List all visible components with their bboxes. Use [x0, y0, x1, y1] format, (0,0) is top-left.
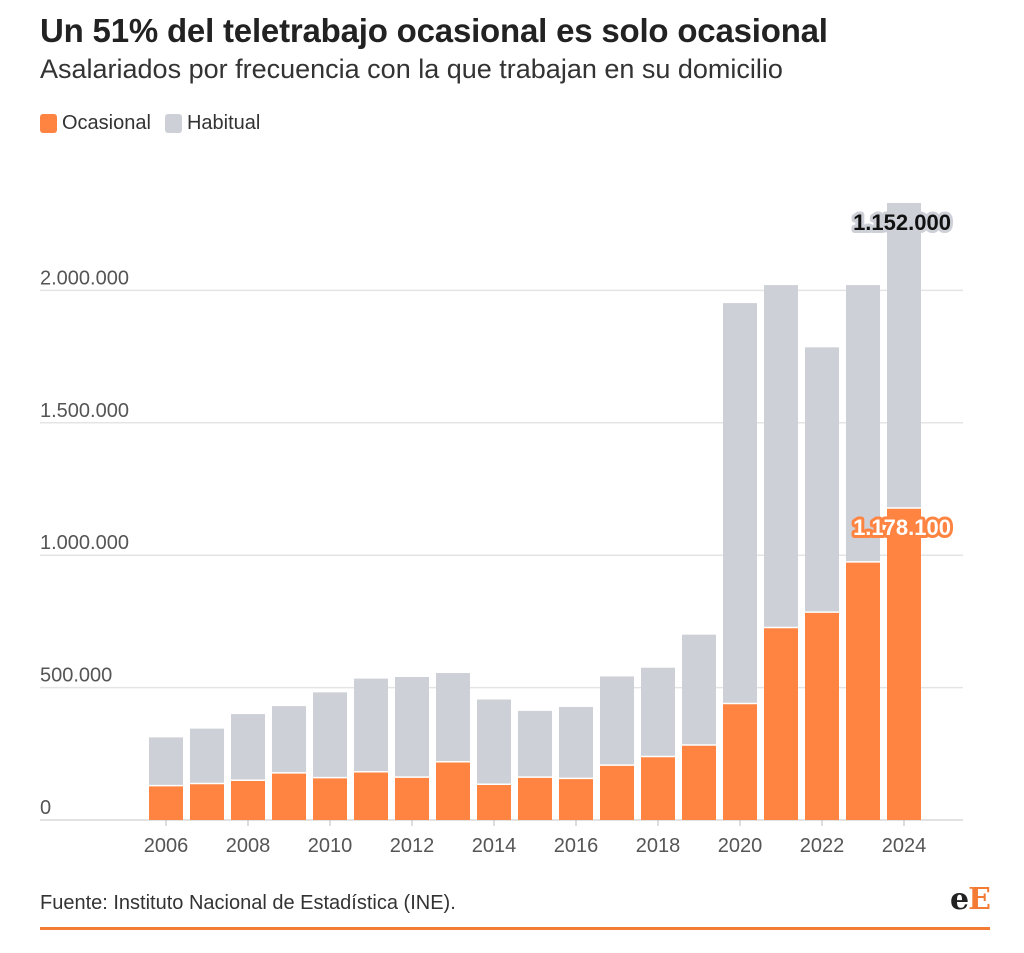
x-tick-label: 2010	[308, 835, 353, 857]
x-tick-label: 2008	[226, 835, 271, 857]
legend-label-ocasional: Ocasional	[62, 112, 151, 134]
bar-ocasional	[149, 785, 183, 820]
x-tick-label: 2018	[636, 835, 681, 857]
x-tick-label: 2024	[882, 835, 927, 857]
bar-habitual	[846, 285, 880, 562]
bar-habitual	[723, 303, 757, 704]
bar-ocasional	[559, 778, 593, 820]
bar-ocasional	[190, 783, 224, 820]
bar-habitual	[190, 728, 224, 784]
y-tick-label: 2.000.000	[40, 267, 129, 289]
chart-subtitle: Asalariados por frecuencia con la que tr…	[40, 54, 783, 84]
x-tick-label: 2012	[390, 835, 435, 857]
bar-ocasional	[641, 756, 675, 820]
y-tick-label: 500.000	[40, 665, 112, 687]
x-tick-label: 2014	[472, 835, 517, 857]
y-tick-label: 1.500.000	[40, 400, 129, 422]
footer-rule	[40, 927, 990, 930]
publisher-logo: eE	[950, 882, 991, 917]
bar-habitual	[641, 667, 675, 757]
bar-habitual	[600, 676, 634, 766]
bar-habitual	[518, 710, 552, 778]
bar-habitual	[805, 347, 839, 613]
y-tick-label: 0	[40, 797, 51, 819]
bar-ocasional	[518, 777, 552, 820]
bar-ocasional	[600, 765, 634, 820]
legend-item-ocasional: Ocasional	[40, 112, 151, 135]
x-tick-label: 2016	[554, 835, 599, 857]
x-tick-label: 2020	[718, 835, 763, 857]
bar-ocasional	[313, 777, 347, 820]
bar-ocasional	[231, 780, 265, 820]
bar-ocasional	[764, 627, 798, 820]
bar-habitual	[887, 202, 921, 509]
bar-habitual	[231, 714, 265, 781]
chart-title: Un 51% del teletrabajo ocasional es solo…	[40, 12, 828, 49]
bar-ocasional	[272, 772, 306, 820]
legend-swatch-ocasional	[40, 114, 57, 133]
bar-habitual	[354, 678, 388, 772]
legend-swatch-habitual	[164, 114, 182, 133]
bar-habitual	[436, 673, 470, 762]
bar-ocasional	[682, 745, 716, 820]
bar-ocasional	[805, 612, 839, 820]
annotation-ocasional: 1.178.100	[853, 515, 951, 540]
bar-ocasional	[477, 784, 511, 820]
bar-habitual	[395, 677, 429, 778]
bar-ocasional	[846, 561, 880, 820]
x-tick-label: 2006	[144, 835, 189, 857]
bar-habitual	[313, 692, 347, 778]
stacked-bar-chart: 0 500.000 1.000.000 1.500.000 2.000.000 2006 2…	[40, 202, 963, 857]
legend-item-habitual: Habitual	[164, 112, 261, 135]
annotation-habitual: 1.152.000	[853, 210, 951, 235]
y-tick-label: 1.000.000	[40, 532, 129, 554]
x-tick-label: 2022	[800, 835, 845, 857]
legend: Ocasional Habitual	[40, 112, 274, 135]
bar-habitual	[559, 706, 593, 779]
bar-habitual	[764, 285, 798, 628]
bar-habitual	[477, 699, 511, 785]
bar-habitual	[682, 634, 716, 746]
legend-label-habitual: Habitual	[186, 112, 261, 134]
bar-ocasional	[395, 777, 429, 820]
bar-ocasional	[887, 508, 921, 820]
bar-habitual	[272, 706, 306, 773]
bar-habitual	[149, 737, 183, 786]
bar-ocasional	[354, 771, 388, 820]
bar-ocasional	[723, 703, 757, 820]
bar-ocasional	[436, 761, 470, 820]
source-note: Fuente: Instituto Nacional de Estadístic…	[40, 892, 456, 914]
